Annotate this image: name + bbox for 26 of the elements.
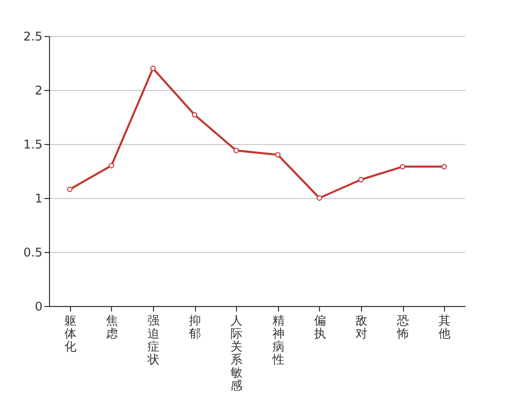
x-tick-label: 偏执 xyxy=(314,314,326,340)
point xyxy=(233,148,239,154)
y-tick-label: 1 xyxy=(34,192,42,206)
x-tick-label: 躯体化 xyxy=(64,314,76,354)
point xyxy=(67,186,73,192)
x-tick-label: 焦虑 xyxy=(106,314,118,340)
y-tick-label: 2 xyxy=(34,84,42,98)
x-tick-label: 精神病性 xyxy=(271,314,284,366)
point xyxy=(150,66,156,72)
x-tick-label: 敌对 xyxy=(356,314,368,340)
y-tick-label: 0 xyxy=(34,300,42,314)
x-tick-label: 恐怖 xyxy=(396,314,410,340)
point xyxy=(316,195,322,201)
point xyxy=(275,152,281,158)
point xyxy=(400,164,406,170)
y-tick-label: 1.5 xyxy=(23,138,42,152)
x-tick-label: 其他 xyxy=(438,314,451,340)
y-tick-label: 2.5 xyxy=(23,30,42,44)
point xyxy=(108,162,114,168)
y-tick-label: 0.5 xyxy=(23,246,42,260)
point xyxy=(192,112,198,118)
x-tick-label: 抑郁 xyxy=(189,314,202,340)
point xyxy=(358,176,364,182)
x-tick-label: 强迫症状 xyxy=(146,314,160,366)
point xyxy=(441,164,447,170)
x-tick-label: 人际关系敏感 xyxy=(230,314,243,392)
